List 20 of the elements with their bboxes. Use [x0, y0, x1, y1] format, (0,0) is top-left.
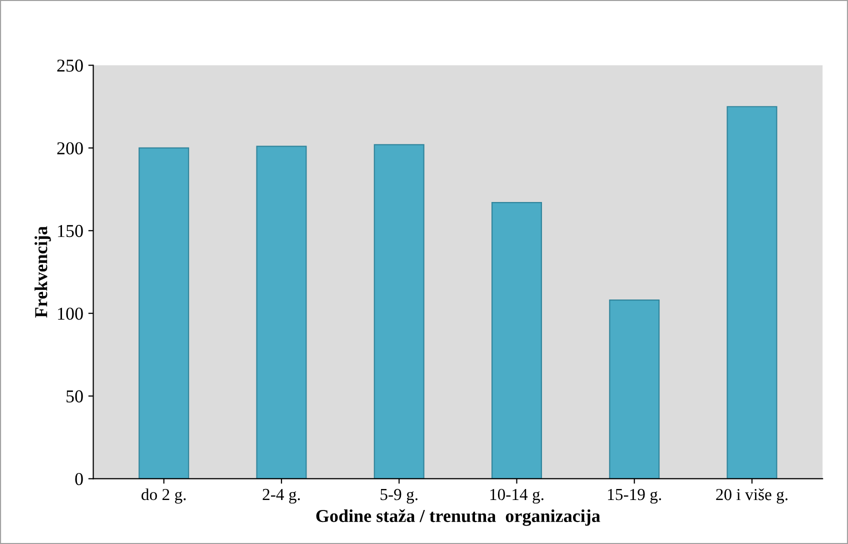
y-tick-label: 250 — [57, 60, 83, 72]
x-tick-label: 5-9 g. — [380, 488, 418, 504]
bar — [491, 202, 542, 479]
x-tick-label: 10-14 g. — [490, 488, 544, 504]
bar — [726, 106, 778, 479]
y-tick-label: 150 — [58, 224, 83, 238]
x-tick-label: 2-4 g. — [262, 488, 300, 504]
bar — [609, 300, 660, 479]
bar — [374, 144, 424, 479]
x-tick-label: 20 i više g. — [716, 488, 788, 504]
y-tick-label: 100 — [58, 308, 83, 320]
x-tick-label: 15-19 g. — [608, 488, 662, 504]
y-tick-label: 200 — [57, 142, 83, 154]
y-tick-label: 50 — [66, 390, 83, 402]
y-tick-label: 0 — [75, 472, 83, 486]
bar — [256, 146, 307, 479]
x-tick-label: do 2 g. — [142, 488, 186, 504]
x-axis-title: Godine staža / trenutna organizacija — [316, 509, 600, 526]
bar — [138, 147, 190, 479]
y-axis-title: Frekvencija — [34, 226, 51, 318]
